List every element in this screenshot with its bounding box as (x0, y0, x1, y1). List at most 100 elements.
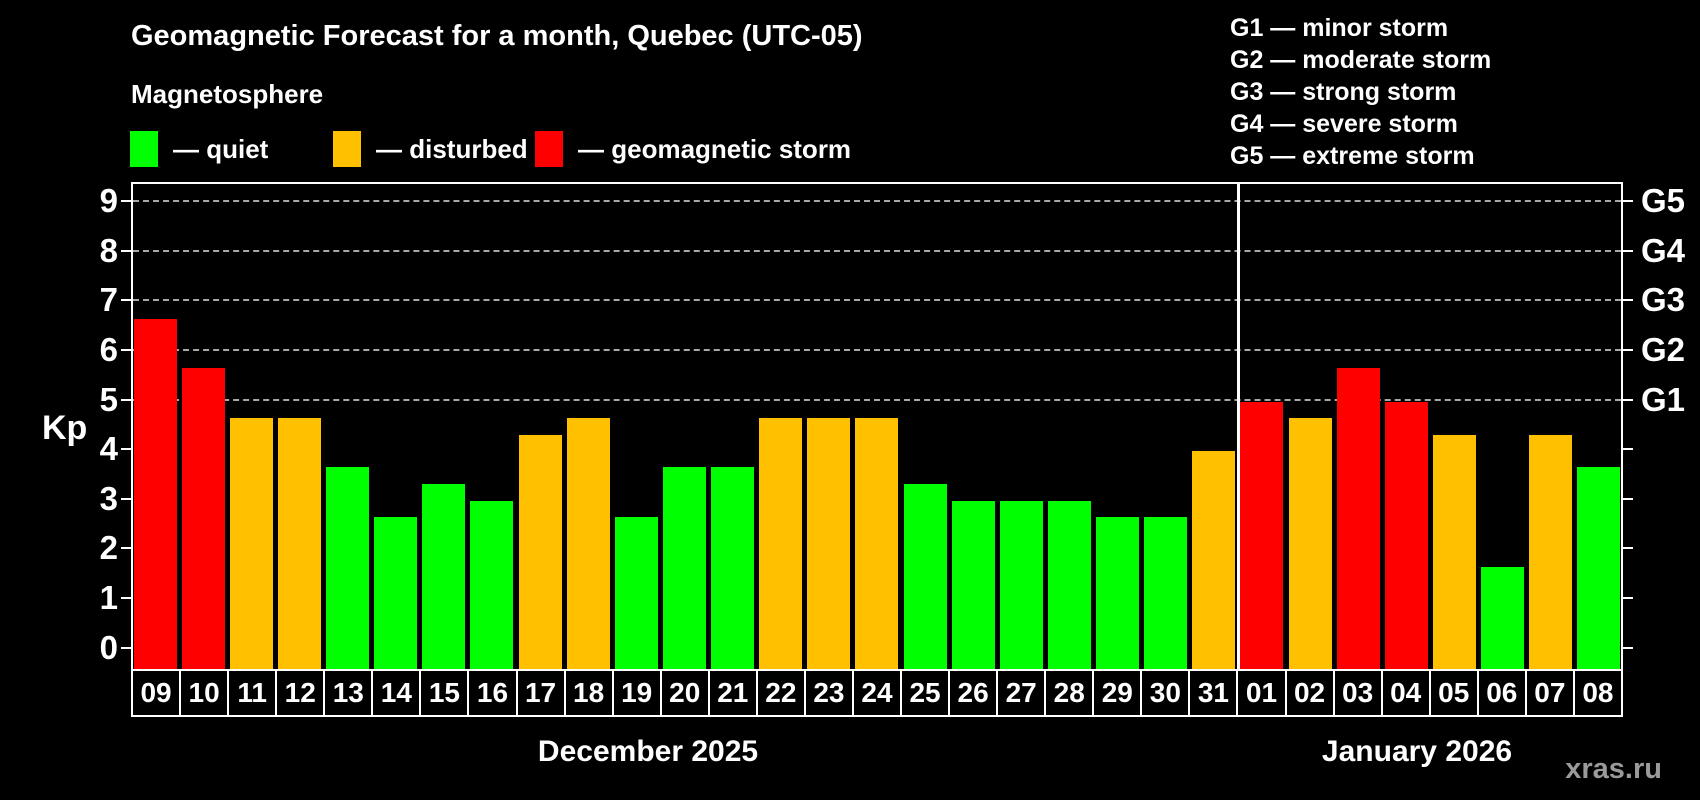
kp-bar-day-17 (518, 434, 562, 669)
kp-tick-label-2: 2 (99, 529, 118, 567)
g-scale-label-g4: G4 (1641, 231, 1686, 269)
day-label-20: 20 (659, 669, 710, 717)
right-axis-tick (1623, 547, 1633, 550)
gridline-kp-7 (133, 299, 1621, 302)
kp-bar-day-31 (1192, 451, 1236, 669)
kp-bar-day-15 (422, 484, 466, 669)
g-scale-label-g2: G2 (1641, 330, 1686, 368)
day-label-23: 23 (803, 669, 854, 717)
legend-item-disturbed: — disturbed (333, 129, 528, 169)
storm-scale-legend-line: G3 — strong storm (1230, 78, 1457, 106)
kp-bar-day-03 (1336, 368, 1380, 669)
kp-tick-label-7: 7 (99, 281, 118, 319)
month-label-december: December 2025 (537, 735, 759, 768)
kp-bar-day-25 (903, 484, 947, 669)
left-axis-tick (121, 547, 131, 550)
g-scale-label-g3: G3 (1641, 281, 1686, 319)
kp-bar-day-20 (662, 467, 706, 669)
storm-scale-legend-line: G2 — moderate storm (1230, 46, 1492, 74)
kp-bar-day-29 (1096, 517, 1140, 669)
right-axis-tick (1623, 646, 1633, 649)
storm-swatch (535, 131, 563, 167)
kp-bar-day-10 (181, 368, 225, 669)
left-axis-tick (121, 249, 131, 252)
kp-bar-day-01 (1240, 401, 1284, 669)
right-axis-tick (1623, 398, 1633, 401)
right-axis-tick (1623, 299, 1633, 302)
day-label-26: 26 (948, 669, 999, 717)
left-axis-tick (121, 448, 131, 451)
g-scale-label-g1: G1 (1641, 380, 1686, 418)
day-label-11: 11 (227, 669, 278, 717)
right-axis-tick (1623, 200, 1633, 203)
day-label-21: 21 (707, 669, 758, 717)
day-label-10: 10 (179, 669, 230, 717)
month-label-january: January 2026 (1321, 735, 1513, 768)
legend-item-label: — geomagnetic storm (578, 133, 852, 164)
kp-axis-label: Kp (42, 409, 88, 447)
kp-bar-day-19 (614, 517, 658, 669)
kp-bar-day-26 (951, 500, 995, 669)
gridline-kp-5 (133, 398, 1621, 401)
day-label-24: 24 (851, 669, 902, 717)
plot-area (131, 182, 1623, 669)
day-label-09: 09 (131, 669, 182, 717)
kp-bar-day-04 (1384, 401, 1428, 669)
kp-bar-day-07 (1529, 434, 1573, 669)
legend-item-label: — quiet (173, 133, 269, 164)
day-label-13: 13 (323, 669, 374, 717)
storm-scale-legend-line: G4 — severe storm (1230, 110, 1458, 138)
left-axis-tick (121, 200, 131, 203)
kp-bar-day-24 (855, 417, 899, 669)
right-axis-tick (1623, 497, 1633, 500)
month-divider-line (1236, 184, 1240, 669)
day-label-01: 01 (1236, 669, 1287, 717)
storm-scale-legend: G1 — minor storm G2 — moderate storm G3 — … (1230, 12, 1491, 172)
day-label-30: 30 (1140, 669, 1191, 717)
g-scale-label-g5: G5 (1641, 182, 1686, 220)
day-label-22: 22 (755, 669, 806, 717)
kp-bar-day-28 (1047, 500, 1091, 669)
storm-scale-legend-line: G5 — extreme storm (1230, 142, 1475, 170)
kp-tick-label-8: 8 (99, 231, 118, 269)
day-label-08: 08 (1572, 669, 1623, 717)
magnetosphere-label: Magnetosphere (131, 79, 324, 109)
gridline-kp-9 (133, 200, 1621, 203)
day-label-28: 28 (1044, 669, 1095, 717)
day-label-14: 14 (371, 669, 422, 717)
kp-tick-label-6: 6 (99, 330, 118, 368)
day-label-07: 07 (1524, 669, 1575, 717)
kp-bar-day-13 (326, 467, 370, 669)
kp-bar-day-09 (133, 318, 177, 669)
chart-title: Geomagnetic Forecast for a month, Quebec… (131, 20, 863, 52)
kp-bar-day-06 (1481, 566, 1525, 669)
day-label-18: 18 (563, 669, 614, 717)
right-axis-tick (1623, 448, 1633, 451)
day-label-12: 12 (275, 669, 326, 717)
day-label-27: 27 (996, 669, 1047, 717)
day-label-19: 19 (611, 669, 662, 717)
kp-tick-label-5: 5 (99, 380, 118, 418)
kp-bar-day-08 (1577, 467, 1621, 669)
kp-bar-day-27 (999, 500, 1043, 669)
kp-bar-day-02 (1288, 417, 1332, 669)
watermark: xras.ru (1565, 753, 1662, 785)
gridline-kp-6 (133, 348, 1621, 351)
kp-bar-day-16 (470, 500, 514, 669)
quiet-swatch (130, 131, 158, 167)
legend-item-storm: — geomagnetic storm (535, 129, 851, 169)
gridline-kp-8 (133, 249, 1621, 252)
left-axis-tick (121, 497, 131, 500)
right-axis-tick (1623, 249, 1633, 252)
kp-bar-day-11 (229, 417, 273, 669)
day-label-29: 29 (1092, 669, 1143, 717)
storm-scale-legend-line: G1 — minor storm (1230, 14, 1449, 42)
kp-bar-day-18 (566, 417, 610, 669)
day-label-25: 25 (900, 669, 951, 717)
left-axis-tick (121, 646, 131, 649)
kp-tick-label-3: 3 (99, 479, 118, 517)
kp-bar-day-05 (1432, 434, 1476, 669)
right-axis-tick (1623, 596, 1633, 599)
kp-bar-day-12 (277, 417, 321, 669)
kp-tick-label-4: 4 (99, 430, 118, 468)
